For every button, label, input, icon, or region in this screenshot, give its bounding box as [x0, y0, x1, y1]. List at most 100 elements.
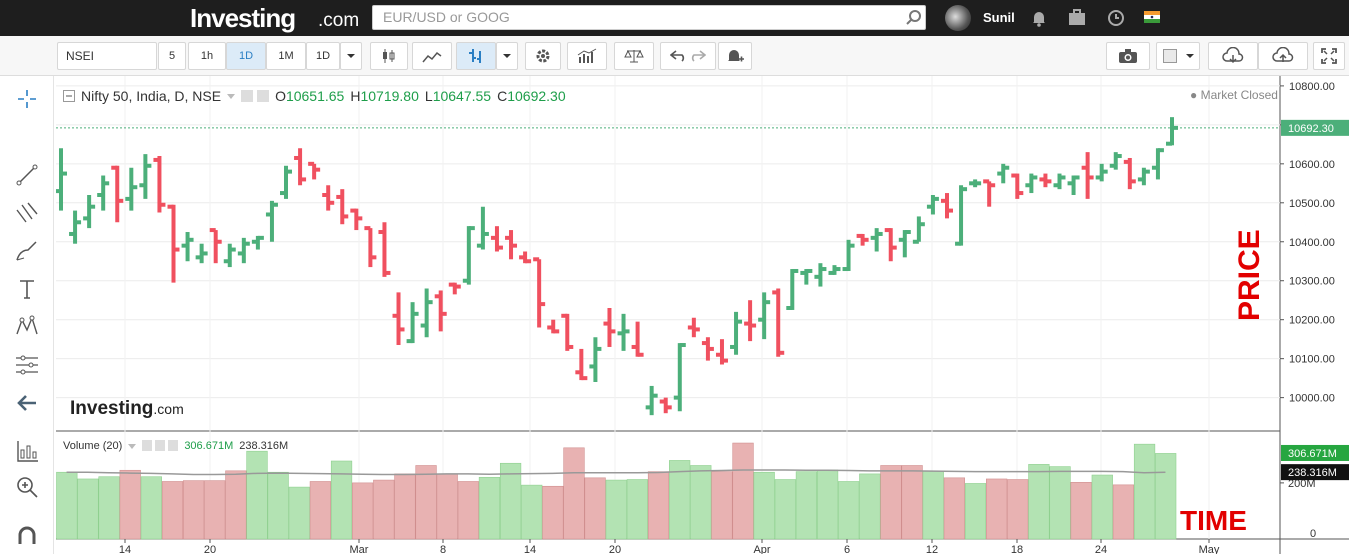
search-icon[interactable] — [905, 9, 923, 27]
bars-chart-button[interactable] — [456, 42, 496, 70]
interval-dropdown[interactable]: 1D — [306, 42, 340, 70]
bell-icon[interactable] — [1031, 9, 1047, 27]
alert-button[interactable] — [718, 42, 752, 70]
chart-toolbar: NSEI 5 1h 1D 1M 1D — [0, 36, 1349, 76]
interval-1m-button[interactable]: 1M — [266, 42, 306, 70]
volume-options-icons[interactable] — [142, 440, 179, 451]
drawing-toolbar — [0, 76, 54, 554]
ohlc-bar — [1067, 175, 1080, 195]
ohlc-bar — [1166, 117, 1178, 146]
text-tool-icon[interactable] — [14, 276, 40, 302]
zoom-in-icon[interactable] — [14, 474, 40, 500]
ohlc-bar — [589, 337, 602, 383]
investing-logo-tld[interactable]: .com — [318, 10, 360, 31]
time-tick-label: 6 — [844, 544, 850, 554]
chevron-down-icon[interactable] — [128, 444, 137, 449]
ohlc-bar — [533, 257, 546, 328]
snapshot-button[interactable] — [1106, 42, 1150, 70]
open-value: 10651.65 — [285, 88, 345, 104]
ohlc-bar — [420, 288, 433, 338]
ohlc-bar — [1109, 152, 1122, 170]
avatar[interactable] — [945, 5, 971, 31]
chevron-down-icon[interactable] — [227, 93, 236, 99]
pattern-tool-icon[interactable] — [14, 314, 40, 340]
chart-type-dropdown[interactable] — [496, 42, 518, 70]
ohlc-bar — [167, 204, 180, 283]
load-chart-button[interactable] — [1208, 42, 1258, 70]
time-tick-label: Apr — [753, 544, 770, 554]
watermark-tld: .com — [153, 401, 184, 417]
volume-bar — [77, 478, 99, 540]
volume-bar — [711, 471, 733, 540]
volume-bar — [838, 481, 860, 540]
investing-logo[interactable]: Investing — [190, 3, 296, 33]
volume-bar — [288, 486, 310, 540]
top-navigation-bar: Investing .com EUR/USD or GOOG Sunil — [0, 0, 1349, 36]
volume-bar — [56, 471, 78, 540]
price-chart[interactable]: 10800.0010700.0010600.0010500.0010400.00… — [56, 76, 1349, 554]
crosshair-icon[interactable] — [14, 86, 40, 112]
interval-1h-button[interactable]: 1h — [188, 42, 226, 70]
close-label: C — [497, 88, 508, 104]
volume-bar — [204, 480, 226, 540]
trend-line-icon[interactable] — [14, 162, 40, 188]
area-chart-icon — [422, 51, 442, 63]
arrow-left-icon[interactable] — [14, 390, 40, 416]
time-annotation: TIME — [1180, 505, 1247, 536]
fib-tool-icon[interactable] — [14, 200, 40, 226]
measure-tool-icon[interactable] — [14, 438, 40, 464]
ohlc-bar — [884, 228, 897, 262]
color-picker-button[interactable] — [1156, 42, 1200, 70]
candlestick-icon — [383, 49, 395, 63]
legend-options-icons[interactable] — [241, 90, 270, 102]
magnet-icon[interactable] — [14, 524, 40, 550]
cloud-upload-icon — [1272, 47, 1294, 62]
candles-chart-button[interactable] — [370, 42, 408, 70]
clock-icon[interactable] — [1107, 9, 1125, 27]
symbol-title[interactable]: Nifty 50, India, D, NSE — [81, 88, 222, 104]
indicators-icon — [577, 48, 597, 63]
fullscreen-button[interactable] — [1313, 42, 1345, 70]
ohlc-bar — [547, 319, 560, 334]
volume-bar — [943, 477, 965, 540]
portfolio-icon[interactable] — [1068, 9, 1086, 27]
ohlc-bar — [476, 206, 489, 250]
volume-bar — [394, 473, 416, 540]
interval-1d-button[interactable]: 1D — [226, 42, 266, 70]
prediction-tool-icon[interactable] — [14, 352, 40, 378]
volume-bar — [880, 465, 902, 540]
chevron-down-icon[interactable] — [340, 42, 362, 70]
volume-bar — [1049, 466, 1071, 540]
ohlc-bar — [294, 148, 307, 186]
search-input[interactable]: EUR/USD or GOOG — [372, 5, 926, 30]
chevron-down-icon — [503, 54, 511, 58]
volume-bar — [774, 479, 796, 540]
redo-icon[interactable] — [688, 49, 706, 63]
brush-icon[interactable] — [14, 238, 40, 264]
volume-bar — [922, 470, 944, 540]
ohlc-bar — [392, 292, 405, 346]
volume-bar — [499, 462, 522, 540]
india-flag-icon[interactable] — [1144, 11, 1160, 23]
volume-bar — [119, 469, 141, 540]
price-tick-label: 10400.00 — [1289, 237, 1335, 249]
collapse-icon[interactable] — [63, 90, 75, 102]
ohlc-bar — [251, 235, 264, 250]
symbol-input[interactable]: NSEI — [57, 42, 157, 70]
ohlc-bar — [912, 216, 925, 244]
settings-button[interactable] — [525, 42, 561, 70]
line-chart-button[interactable] — [412, 42, 452, 70]
low-label: L — [424, 88, 433, 104]
time-tick-label: 18 — [1011, 544, 1023, 554]
save-chart-button[interactable] — [1258, 42, 1308, 70]
ohlc-bar — [758, 292, 771, 340]
volume-label[interactable]: Volume (20) — [63, 440, 123, 452]
username[interactable]: Sunil — [983, 10, 1015, 25]
volume-bar — [457, 481, 479, 540]
interval-5-button[interactable]: 5 — [158, 42, 186, 70]
volume-bar — [795, 471, 818, 540]
indicators-button[interactable] — [567, 42, 607, 70]
volume-legend: Volume (20) 306.671M 238.316M — [63, 440, 288, 452]
undo-icon[interactable] — [670, 49, 688, 63]
compare-button[interactable] — [614, 42, 654, 70]
